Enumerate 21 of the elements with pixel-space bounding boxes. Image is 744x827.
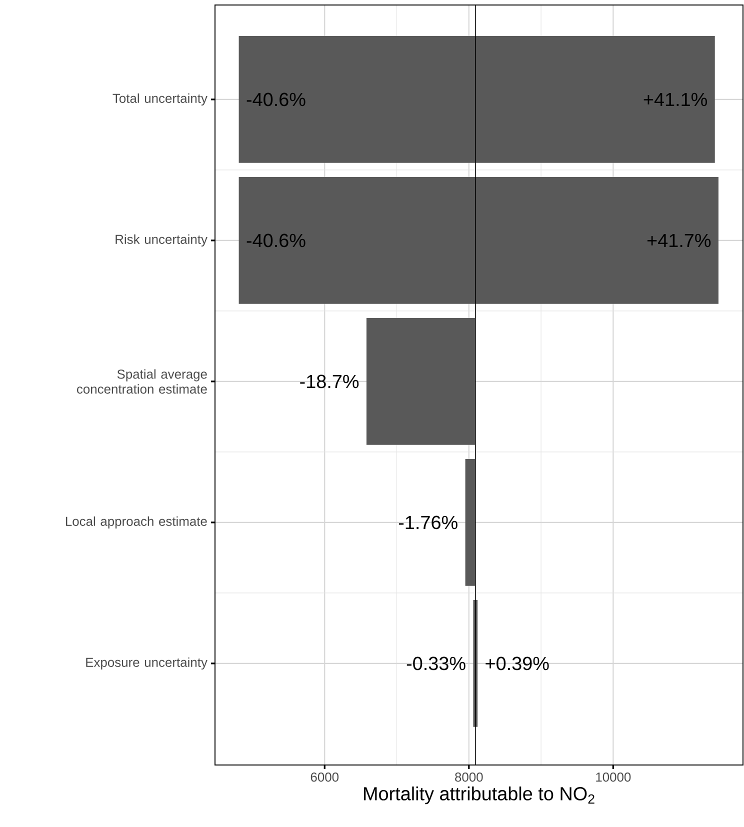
- annotation: -40.6%: [246, 234, 306, 248]
- annotation: -0.33%: [406, 656, 466, 670]
- annotation: -40.6%: [246, 92, 306, 106]
- x-tick-label: 8000: [455, 772, 483, 782]
- x-tick-label: 6000: [310, 772, 339, 782]
- x-tick-label: 10000: [596, 772, 631, 782]
- annotation: -1.76%: [398, 516, 458, 530]
- y-tick-label: Spatial average concentration estimate: [77, 369, 207, 394]
- bar: [238, 177, 718, 304]
- bar: [366, 318, 476, 445]
- y-tick-label: Total uncertainty: [112, 93, 208, 106]
- annotation: +41.7%: [647, 234, 711, 248]
- annotation: +0.39%: [486, 656, 549, 670]
- y-tick-label: Risk uncertainty: [116, 234, 208, 247]
- y-tick-label: Local approach estimate: [66, 516, 207, 529]
- annotation: +41.1%: [644, 92, 707, 106]
- x-axis-title: Mortality attributable to NO$_{2}$: [364, 786, 594, 804]
- annotation: -18.7%: [300, 374, 359, 388]
- bar: [238, 36, 715, 163]
- y-tick-label: Exposure uncertainty: [86, 657, 208, 670]
- bar: [465, 459, 476, 586]
